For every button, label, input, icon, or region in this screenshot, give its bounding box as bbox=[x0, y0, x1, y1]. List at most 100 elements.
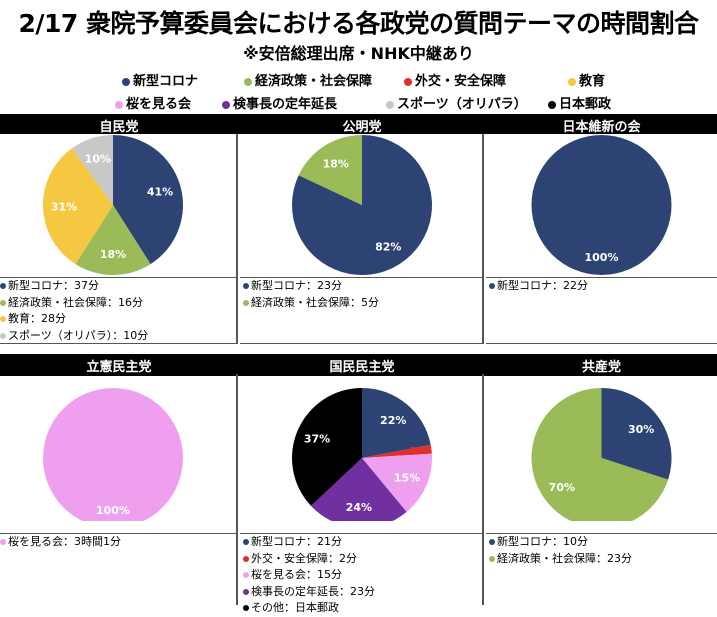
legend-item: 経済政策・社会保障 bbox=[244, 70, 372, 89]
list-item: 新型コロナ：22分 bbox=[486, 278, 717, 295]
data-label: 31% bbox=[51, 201, 77, 214]
data-label: 18% bbox=[100, 248, 126, 261]
legend-item: 教育 bbox=[568, 70, 605, 89]
bullet-icon bbox=[489, 555, 495, 562]
header-bar-row1 bbox=[0, 114, 717, 134]
list-item: 桜を見る会：15分 bbox=[240, 567, 484, 584]
legend-dot-icon bbox=[244, 77, 252, 86]
bullet-icon bbox=[0, 283, 6, 289]
bullet-icon bbox=[243, 605, 249, 611]
data-label: 18% bbox=[323, 158, 349, 171]
party-title: 公明党 bbox=[342, 120, 382, 135]
page-title: 2/17 衆院予算委員会における各政党の質問テーマの時間割合 bbox=[18, 9, 699, 38]
list-item-text: 新型コロナ：23分 bbox=[251, 279, 342, 292]
column-divider bbox=[236, 374, 238, 605]
list-item: 経済政策・社会保障：16分 bbox=[0, 295, 238, 312]
legend-item: 日本郵政 bbox=[548, 93, 611, 112]
data-label: 41% bbox=[147, 185, 173, 198]
data-label: 100% bbox=[96, 504, 130, 517]
data-label: 22% bbox=[380, 414, 406, 427]
list-item: 教育：28分 bbox=[0, 311, 238, 328]
legend-dot-icon bbox=[386, 100, 394, 109]
bullet-icon bbox=[243, 555, 249, 562]
data-label: 30% bbox=[628, 423, 654, 436]
bullet-icon bbox=[243, 588, 249, 595]
pie-chart: 30% 70% bbox=[531, 388, 672, 521]
header-bar-row2 bbox=[0, 354, 717, 376]
pie-chart: 22%2%15%24%37% bbox=[292, 388, 432, 521]
time-list: 新型コロナ：37分 経済政策・社会保障：16分 教育：28分スポーツ（オリパラ）：1… bbox=[0, 277, 238, 344]
bullet-icon bbox=[0, 332, 6, 339]
data-label: 15% bbox=[394, 471, 420, 484]
list-item: 外交・安全保障：2分 bbox=[240, 551, 484, 568]
list-item: スポーツ（オリパラ）：10分 bbox=[0, 328, 238, 345]
legend-dot-icon bbox=[568, 77, 576, 86]
party-title: 日本維新の会 bbox=[562, 120, 641, 135]
legend-item: 外交・安全保障 bbox=[404, 70, 506, 89]
bullet-icon bbox=[243, 572, 249, 578]
legend-label: 桜を見る会 bbox=[126, 97, 192, 112]
legend-dot-icon bbox=[115, 100, 123, 109]
list-item-text: 経済政策・社会保障：23分 bbox=[497, 551, 632, 565]
list-item-text: 新型コロナ：21分 bbox=[251, 535, 342, 548]
list-item: 新型コロナ：21分 bbox=[240, 534, 484, 551]
pie-slice bbox=[43, 388, 183, 521]
legend-item: 桜を見る会 bbox=[115, 93, 191, 112]
bullet-icon bbox=[243, 283, 249, 289]
pie-slice bbox=[531, 135, 672, 275]
pie-slice bbox=[292, 388, 362, 506]
data-label: 37% bbox=[304, 433, 330, 446]
bullet-icon bbox=[489, 539, 495, 545]
pie-slice bbox=[310, 458, 407, 521]
page-subtitle: ※安倍総理出席・NHK中継あり bbox=[243, 44, 474, 63]
list-item-text: 教育：28分 bbox=[8, 312, 66, 325]
time-list: 桜を見る会：3時間1分 bbox=[0, 533, 238, 614]
bullet-icon bbox=[0, 316, 6, 322]
list-item: 新型コロナ：37分 bbox=[0, 278, 238, 295]
list-item-text: その他：日本郵政 bbox=[251, 601, 339, 614]
data-label: 70% bbox=[549, 481, 575, 494]
legend-dot-icon bbox=[222, 100, 230, 109]
list-item-text: 経済政策・社会保障：16分 bbox=[8, 295, 143, 309]
list-item: 桜を見る会：3時間1分 bbox=[0, 534, 238, 551]
pie-slice bbox=[531, 388, 669, 521]
list-item-text: 経済政策・社会保障：5分 bbox=[251, 295, 379, 309]
time-list: 新型コロナ：22分 bbox=[486, 277, 717, 344]
bullet-icon bbox=[0, 299, 6, 306]
list-item-text: スポーツ（オリパラ）：10分 bbox=[8, 328, 149, 342]
bullet-icon bbox=[243, 299, 249, 306]
pie-slice bbox=[362, 453, 432, 512]
legend-label: 新型コロナ bbox=[133, 74, 199, 89]
time-list: 新型コロナ：23分経済政策・社会保障：5分 bbox=[240, 277, 484, 344]
legend-item: 新型コロナ bbox=[122, 70, 198, 89]
legend-item: 検事長の定年延長 bbox=[222, 93, 337, 112]
pie-slice bbox=[601, 388, 672, 480]
data-label: 100% bbox=[585, 251, 619, 264]
legend-label: 日本郵政 bbox=[559, 97, 612, 112]
list-item: 検事長の定年延長：23分 bbox=[240, 584, 484, 601]
pie-chart: 100% bbox=[43, 388, 183, 521]
legend-label: スポーツ（オリパラ） bbox=[397, 97, 527, 112]
list-item-text: 検事長の定年延長：23分 bbox=[251, 584, 375, 598]
list-item: 経済政策・社会保障：23分 bbox=[486, 551, 717, 568]
list-item: 経済政策・社会保障：5分 bbox=[240, 295, 484, 312]
list-item-text: 新型コロナ：22分 bbox=[497, 279, 588, 292]
legend-label: 検事長の定年延長 bbox=[233, 97, 338, 112]
pie-slice bbox=[75, 205, 151, 275]
pie-chart: 82% 18% bbox=[292, 135, 433, 275]
legend-label: 外交・安全保障 bbox=[415, 74, 507, 89]
bullet-icon bbox=[489, 283, 495, 289]
pie-chart: 41% 18% 31% 10% bbox=[42, 135, 183, 275]
column-divider bbox=[482, 134, 484, 343]
list-item: 新型コロナ：23分 bbox=[240, 278, 484, 295]
list-item-text: 外交・安全保障：2分 bbox=[251, 551, 357, 565]
legend-dot-icon bbox=[404, 77, 412, 86]
pie-slice bbox=[362, 388, 431, 458]
time-list: 新型コロナ：10分経済政策・社会保障：23分 bbox=[486, 533, 717, 614]
pie-slice bbox=[362, 444, 432, 458]
pie-slice bbox=[42, 148, 113, 265]
data-label: 10% bbox=[85, 152, 111, 165]
list-item-text: 桜を見る会：3時間1分 bbox=[8, 535, 121, 548]
list-item-text: 新型コロナ：10分 bbox=[497, 535, 588, 548]
column-divider bbox=[236, 134, 238, 343]
